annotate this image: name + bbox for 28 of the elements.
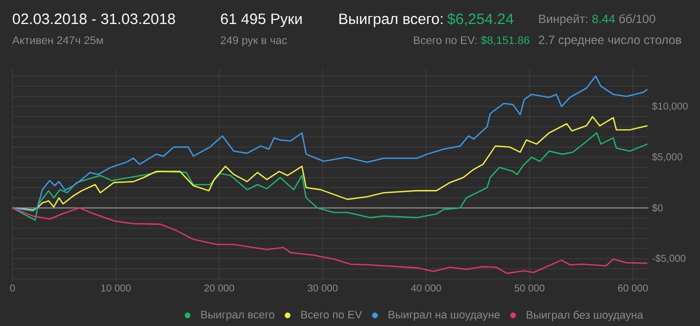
y-tick-label: -$5,000 — [652, 254, 686, 264]
text: 2.7 среднее число столов — [538, 36, 682, 46]
x-tick-label: 0 — [10, 284, 15, 292]
text: $8,151.86 — [480, 36, 530, 46]
text: 249 рук в час — [220, 36, 287, 46]
x-tick-label: 50 000 — [514, 284, 544, 292]
text: Активен 247ч 25м — [12, 36, 103, 44]
text: Выиграл всего: — [339, 14, 442, 28]
y-tick-label: $5,000 — [652, 152, 682, 162]
x-tick-label: 10 000 — [101, 284, 131, 292]
text: $6,254.24 — [447, 12, 514, 26]
text: 61 495 Руки — [220, 14, 302, 28]
y-tick-label: $0 — [652, 204, 663, 212]
x-tick-label: 60 000 — [618, 284, 648, 292]
legend-label: Выиграл всего — [201, 310, 274, 321]
text: Винрейт: — [539, 14, 588, 26]
text: 02.03.2018 - 31.03.2018 — [12, 14, 175, 24]
legend-label: Выиграл на шоудауне — [388, 310, 500, 321]
x-tick-label: 20 000 — [204, 284, 234, 292]
legend-label: Выиграл без шоудауна — [526, 310, 644, 321]
x-tick-label: 30 000 — [308, 284, 338, 292]
text: 8.44 — [592, 14, 615, 24]
x-tick-label: 40 000 — [411, 284, 441, 292]
text: бб/100 — [619, 14, 656, 24]
line-series — [12, 75, 648, 212]
y-tick-label: $10,000 — [652, 102, 688, 111]
text: Всего по EV: — [414, 36, 476, 44]
legend-label: Всего по EV — [301, 310, 362, 319]
